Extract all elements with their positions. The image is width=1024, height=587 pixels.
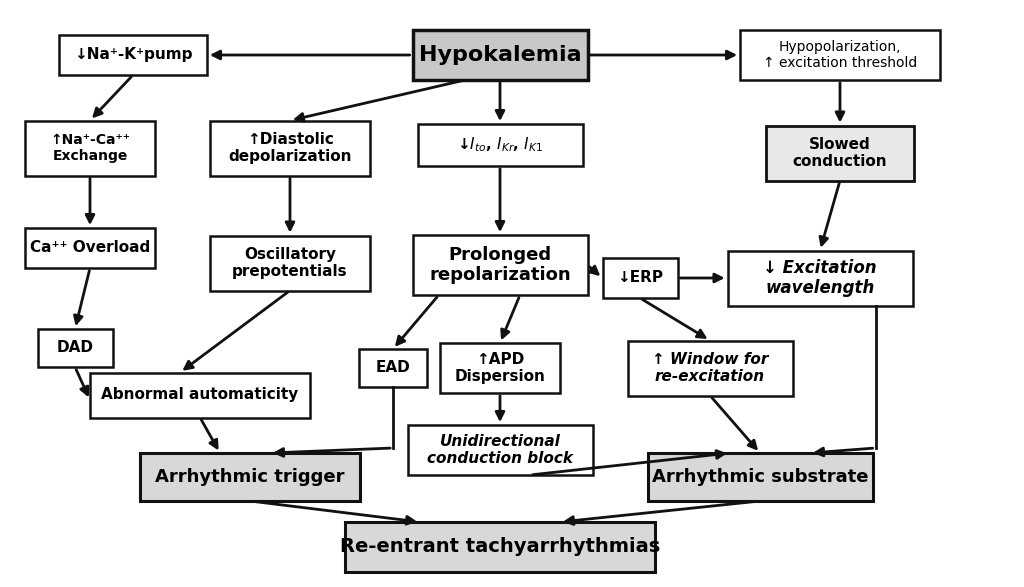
Text: Arrhythmic substrate: Arrhythmic substrate bbox=[651, 468, 868, 486]
Text: Oscillatory
prepotentials: Oscillatory prepotentials bbox=[232, 247, 348, 279]
FancyBboxPatch shape bbox=[418, 124, 583, 166]
FancyBboxPatch shape bbox=[647, 453, 872, 501]
Text: Unidirectional
conduction block: Unidirectional conduction block bbox=[427, 434, 573, 466]
Text: Hypopolarization,
↑ excitation threshold: Hypopolarization, ↑ excitation threshold bbox=[763, 40, 918, 70]
Text: DAD: DAD bbox=[56, 340, 93, 356]
Text: ↑Na⁺-Ca⁺⁺
Exchange: ↑Na⁺-Ca⁺⁺ Exchange bbox=[50, 133, 130, 163]
Text: EAD: EAD bbox=[376, 360, 411, 376]
FancyBboxPatch shape bbox=[38, 329, 113, 367]
Text: ↓ERP: ↓ERP bbox=[617, 271, 663, 285]
FancyBboxPatch shape bbox=[90, 373, 310, 417]
FancyBboxPatch shape bbox=[59, 35, 207, 75]
FancyBboxPatch shape bbox=[210, 120, 370, 176]
FancyBboxPatch shape bbox=[140, 453, 360, 501]
Text: Slowed
conduction: Slowed conduction bbox=[793, 137, 888, 169]
Text: Arrhythmic trigger: Arrhythmic trigger bbox=[156, 468, 345, 486]
Text: Ca⁺⁺ Overload: Ca⁺⁺ Overload bbox=[30, 241, 151, 255]
FancyBboxPatch shape bbox=[210, 235, 370, 291]
FancyBboxPatch shape bbox=[602, 258, 678, 298]
FancyBboxPatch shape bbox=[359, 349, 427, 387]
Text: Hypokalemia: Hypokalemia bbox=[419, 45, 582, 65]
FancyBboxPatch shape bbox=[413, 235, 588, 295]
FancyBboxPatch shape bbox=[766, 126, 914, 180]
Text: Re-entrant tachyarrhythmias: Re-entrant tachyarrhythmias bbox=[340, 538, 660, 556]
Text: ↓$I_{to}$, $I_{Kr}$, $I_{K1}$: ↓$I_{to}$, $I_{Kr}$, $I_{K1}$ bbox=[457, 136, 543, 154]
Text: ↑ Window for
re-excitation: ↑ Window for re-excitation bbox=[652, 352, 768, 384]
FancyBboxPatch shape bbox=[408, 425, 593, 475]
FancyBboxPatch shape bbox=[740, 30, 940, 80]
Text: ↑Diastolic
depolarization: ↑Diastolic depolarization bbox=[228, 132, 352, 164]
Text: ↓ Excitation
wavelength: ↓ Excitation wavelength bbox=[763, 259, 877, 298]
Text: Prolonged
repolarization: Prolonged repolarization bbox=[429, 245, 570, 284]
Text: Abnormal automaticity: Abnormal automaticity bbox=[101, 387, 299, 403]
FancyBboxPatch shape bbox=[345, 522, 655, 572]
FancyBboxPatch shape bbox=[25, 120, 155, 176]
FancyBboxPatch shape bbox=[413, 30, 588, 80]
FancyBboxPatch shape bbox=[727, 251, 912, 305]
Text: ↑APD
Dispersion: ↑APD Dispersion bbox=[455, 352, 546, 384]
FancyBboxPatch shape bbox=[25, 228, 155, 268]
FancyBboxPatch shape bbox=[440, 343, 560, 393]
Text: ↓Na⁺-K⁺pump: ↓Na⁺-K⁺pump bbox=[74, 48, 193, 62]
FancyBboxPatch shape bbox=[628, 340, 793, 396]
